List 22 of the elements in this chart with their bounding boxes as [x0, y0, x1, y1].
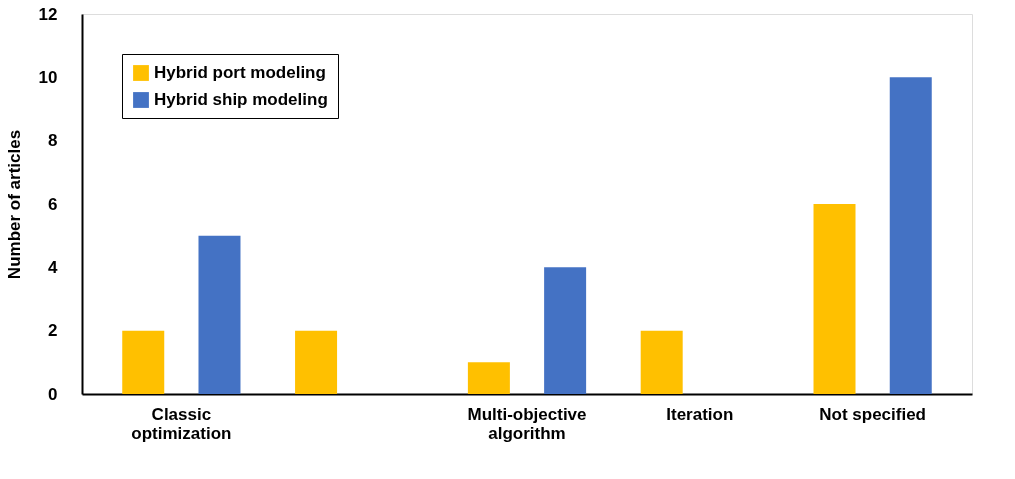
y-tick-label: 8	[48, 131, 58, 151]
bar	[640, 330, 683, 394]
x-tick-label: Multi-objective algorithm	[467, 404, 587, 443]
bar	[122, 330, 165, 394]
x-tick-label: Not specified	[819, 404, 927, 424]
y-tick-label: 12	[38, 4, 58, 24]
bar	[889, 77, 932, 394]
y-tick-label: 10	[38, 67, 58, 87]
x-tick-label: Iteration	[666, 404, 734, 424]
legend-label: Hybrid port modeling	[154, 63, 326, 82]
bar	[544, 267, 587, 394]
y-tick-label: 2	[48, 321, 58, 341]
y-tick-label: 0	[48, 384, 58, 404]
y-axis-title: Number of articles	[4, 129, 24, 280]
bar	[813, 204, 856, 394]
bar	[295, 330, 338, 394]
x-tick-label: Classic optimization	[131, 404, 232, 443]
bar	[467, 362, 510, 394]
y-tick-label: 4	[48, 257, 59, 277]
bar	[198, 235, 241, 394]
y-tick-label: 6	[48, 194, 58, 214]
legend-label: Hybrid ship modeling	[154, 90, 328, 109]
